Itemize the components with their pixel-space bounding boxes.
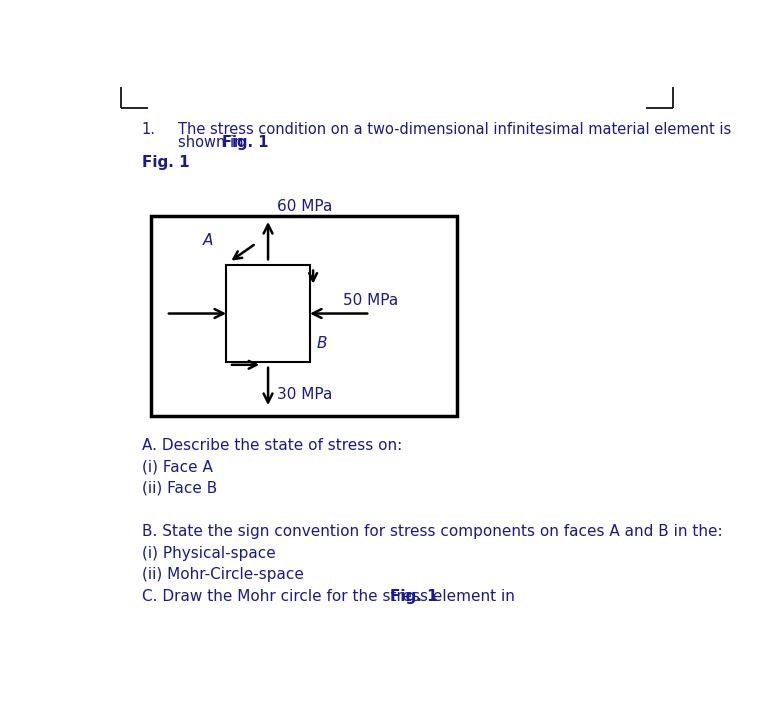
Text: A. Describe the state of stress on:: A. Describe the state of stress on: [142,437,402,453]
Text: Fig. 1: Fig. 1 [142,156,190,170]
Text: (ii) Face B: (ii) Face B [142,481,217,496]
Text: 30 MPa: 30 MPa [277,387,332,402]
Text: Fig. 1: Fig. 1 [222,135,268,151]
Text: The stress condition on a two-dimensional infinitesimal material element is: The stress condition on a two-dimensiona… [178,122,731,137]
Bar [151,217,457,416]
Text: (ii) Mohr-Circle-space: (ii) Mohr-Circle-space [142,567,304,583]
Text: Fig. 1: Fig. 1 [390,589,438,604]
Text: 1.: 1. [142,122,156,137]
Text: (i) Physical-space: (i) Physical-space [142,545,276,561]
Text: (i) Face A: (i) Face A [142,459,213,475]
Text: B: B [316,336,326,350]
Text: C. Draw the Mohr circle for the stress element in: C. Draw the Mohr circle for the stress e… [142,589,520,604]
Text: shown in: shown in [178,135,248,151]
Bar [226,265,310,362]
Text: 50 MPa: 50 MPa [343,292,398,308]
Text: A: A [203,233,213,248]
Text: B. State the sign convention for stress components on faces A and B in the:: B. State the sign convention for stress … [142,524,722,539]
Text: 60 MPa: 60 MPa [277,198,332,214]
